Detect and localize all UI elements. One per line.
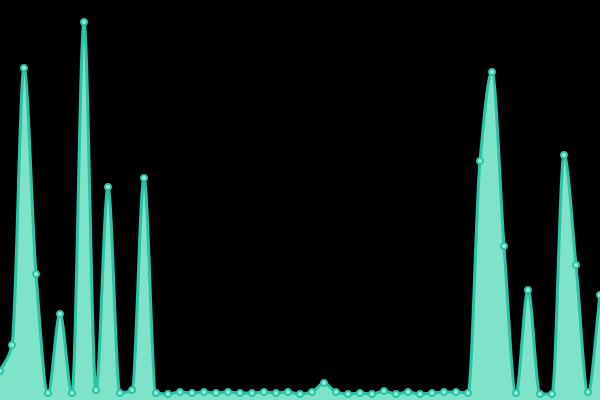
data-point-marker[interactable] [476, 157, 484, 165]
data-point-marker[interactable] [392, 390, 400, 398]
data-point-marker[interactable] [188, 389, 196, 397]
data-point-marker[interactable] [80, 18, 88, 26]
data-point-marker[interactable] [428, 389, 436, 397]
data-point-marker[interactable] [272, 389, 280, 397]
data-point-marker[interactable] [116, 389, 124, 397]
data-point-marker[interactable] [464, 389, 472, 397]
data-point-marker[interactable] [32, 270, 40, 278]
data-point-marker[interactable] [404, 388, 412, 396]
data-point-marker[interactable] [0, 367, 4, 375]
data-point-marker[interactable] [548, 390, 556, 398]
data-point-marker[interactable] [260, 388, 268, 396]
data-point-marker[interactable] [524, 286, 532, 294]
data-point-marker[interactable] [296, 390, 304, 398]
data-point-marker[interactable] [380, 387, 388, 395]
data-point-marker[interactable] [560, 151, 568, 159]
data-point-marker[interactable] [308, 388, 316, 396]
data-point-marker[interactable] [8, 341, 16, 349]
data-point-marker[interactable] [596, 291, 600, 299]
trend-line [0, 20, 600, 396]
data-point-marker[interactable] [584, 388, 592, 396]
data-point-marker[interactable] [488, 68, 496, 76]
data-point-marker[interactable] [536, 390, 544, 398]
data-point-marker[interactable] [572, 261, 580, 269]
data-point-marker[interactable] [20, 64, 28, 72]
data-point-marker[interactable] [164, 390, 172, 398]
data-point-marker[interactable] [320, 379, 328, 387]
data-point-marker[interactable] [248, 389, 256, 397]
data-point-marker[interactable] [368, 390, 376, 398]
data-point-marker[interactable] [356, 389, 364, 397]
data-point-marker[interactable] [212, 389, 220, 397]
data-point-marker[interactable] [140, 174, 148, 182]
data-point-marker[interactable] [332, 388, 340, 396]
data-point-marker[interactable] [200, 388, 208, 396]
data-point-marker[interactable] [68, 389, 76, 397]
data-point-marker[interactable] [224, 388, 232, 396]
data-point-marker[interactable] [56, 310, 64, 318]
data-point-marker[interactable] [284, 388, 292, 396]
data-point-marker[interactable] [512, 389, 520, 397]
data-point-marker[interactable] [152, 389, 160, 397]
data-point-marker[interactable] [344, 390, 352, 398]
data-point-marker[interactable] [44, 389, 52, 397]
data-point-marker[interactable] [440, 388, 448, 396]
data-point-marker[interactable] [500, 242, 508, 250]
data-point-marker[interactable] [176, 388, 184, 396]
data-point-marker[interactable] [236, 389, 244, 397]
data-point-marker[interactable] [128, 386, 136, 394]
data-point-marker[interactable] [416, 390, 424, 398]
data-point-marker[interactable] [92, 386, 100, 394]
data-point-markers [0, 18, 600, 398]
data-point-marker[interactable] [452, 388, 460, 396]
data-point-marker[interactable] [104, 183, 112, 191]
